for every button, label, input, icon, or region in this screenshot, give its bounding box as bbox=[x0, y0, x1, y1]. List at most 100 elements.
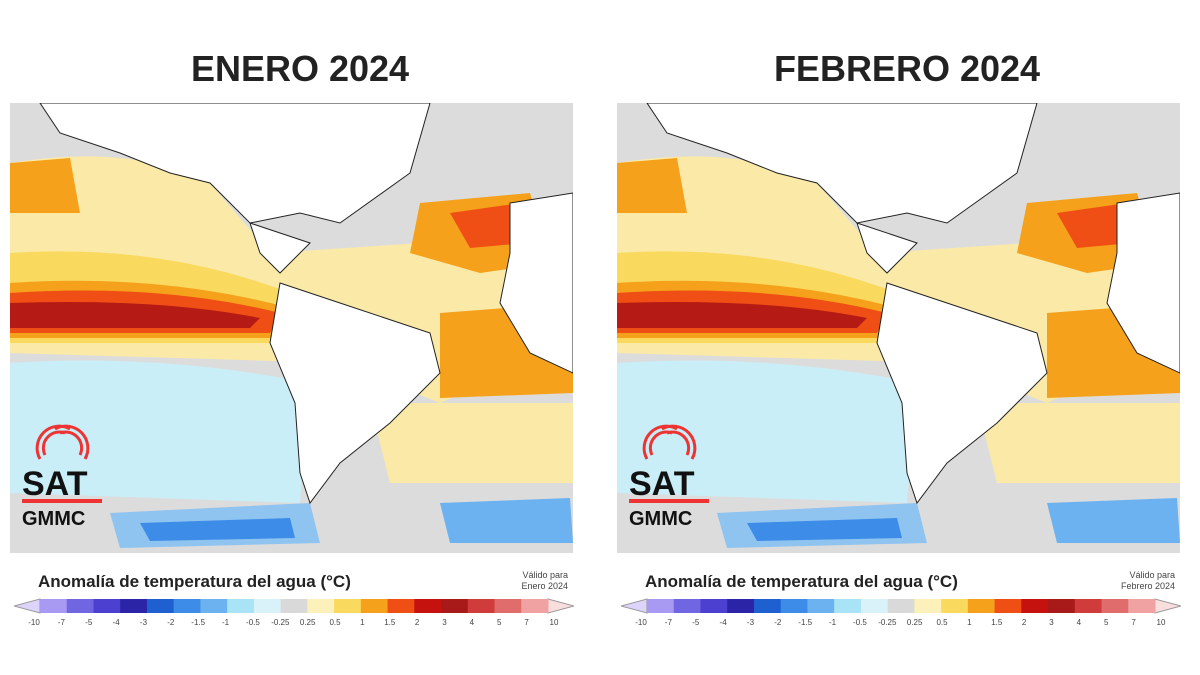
scale-tick-label: -4 bbox=[719, 618, 727, 627]
scale-bin bbox=[227, 599, 255, 613]
scale-tick-label: -4 bbox=[112, 618, 120, 627]
scale-tick-label: -0.25 bbox=[271, 618, 290, 627]
scale-bin bbox=[1074, 599, 1103, 613]
valid-label-text: Válido para bbox=[522, 570, 568, 580]
scale-bin bbox=[200, 599, 228, 613]
scale-bin bbox=[173, 599, 201, 613]
scale-tick-label: 3 bbox=[1049, 618, 1054, 627]
valid-period: Enero 2024 bbox=[521, 581, 568, 591]
scale-bin bbox=[360, 599, 389, 613]
scale-tick-label: -10 bbox=[28, 618, 40, 627]
panel-title: ENERO 2024 bbox=[190, 48, 410, 89]
scale-bin bbox=[914, 599, 942, 613]
scale-bin bbox=[807, 599, 835, 613]
scale-tick-label: 7 bbox=[1131, 618, 1136, 627]
scale-bin bbox=[753, 599, 782, 613]
scale-tick-label: -7 bbox=[57, 618, 65, 627]
scale-arrow-high bbox=[1154, 598, 1181, 614]
scale-bin bbox=[727, 599, 755, 613]
scale-bin bbox=[834, 599, 862, 613]
scale-tick-label: 0.25 bbox=[906, 618, 923, 627]
scale-bin bbox=[860, 599, 889, 613]
scale-bin bbox=[521, 599, 549, 613]
scale-bin bbox=[700, 599, 728, 613]
scale-tick-label: -1.5 bbox=[191, 618, 206, 627]
scale-tick-label: 4 bbox=[1076, 618, 1082, 627]
scale-tick-label: 2 bbox=[1021, 618, 1027, 627]
color-scale-bar bbox=[621, 598, 1181, 614]
scale-bin bbox=[387, 599, 415, 613]
scale-bin bbox=[647, 599, 675, 613]
scale-tick-label: -0.5 bbox=[853, 618, 867, 627]
scale-bin bbox=[994, 599, 1022, 613]
scale-bin bbox=[307, 599, 335, 613]
scale-tick-label: -3 bbox=[746, 618, 755, 627]
scale-bin bbox=[120, 599, 148, 613]
color-scale-ticks: -10 -7 -5 -4 -3 -2 -1.5 -1 -0.5 -0.25 0.25 0.5 1 1.5 2… bbox=[28, 618, 558, 630]
scale-bin bbox=[146, 599, 175, 613]
legend-title: Anomalía de temperatura del agua (°C) bbox=[645, 572, 958, 591]
scale-tick-label: 5 bbox=[497, 618, 502, 627]
panel-enero: ENERO 2024 Anomalía de temperatura del a… bbox=[10, 48, 574, 630]
scale-bin bbox=[673, 599, 701, 613]
scale-arrow-high bbox=[547, 598, 574, 614]
sst-anomaly-map bbox=[10, 103, 573, 553]
scale-bin bbox=[1048, 599, 1076, 613]
scale-tick-label: -10 bbox=[635, 618, 647, 627]
color-scale-bar bbox=[14, 598, 574, 614]
valid-label: Válido para Febrero 2024 bbox=[1095, 570, 1175, 592]
valid-label: Válido para Enero 2024 bbox=[488, 570, 568, 592]
scale-tick-label: -1.5 bbox=[798, 618, 813, 627]
panel-title: FEBRERO 2024 bbox=[773, 48, 1041, 89]
scale-tick-label: -0.25 bbox=[878, 618, 897, 627]
scale-tick-label: -1 bbox=[829, 618, 837, 627]
scale-bin bbox=[93, 599, 121, 613]
scale-tick-label: -7 bbox=[664, 618, 672, 627]
scale-tick-label: 10 bbox=[549, 618, 559, 627]
scale-tick-label: 10 bbox=[1156, 618, 1166, 627]
scale-tick-label: 1.5 bbox=[991, 618, 1003, 627]
scale-tick-label: 4 bbox=[469, 618, 475, 627]
scale-bin bbox=[494, 599, 522, 613]
scale-bin bbox=[887, 599, 915, 613]
scale-bin bbox=[967, 599, 996, 613]
color-scale-ticks: -10 -7 -5 -4 -3 -2 -1.5 -1 -0.5 -0.25 0.25 0.5 1 1.5 2… bbox=[635, 618, 1165, 630]
scale-bin bbox=[334, 599, 362, 613]
scale-arrow-low bbox=[621, 598, 648, 614]
scale-bin bbox=[441, 599, 469, 613]
scale-tick-label: 1 bbox=[967, 618, 972, 627]
scale-tick-label: -5 bbox=[85, 618, 93, 627]
scale-tick-label: -1 bbox=[222, 618, 230, 627]
scale-tick-label: 0.25 bbox=[299, 618, 316, 627]
scale-bin bbox=[1021, 599, 1049, 613]
legend-title: Anomalía de temperatura del agua (°C) bbox=[38, 572, 351, 591]
scale-tick-label: -0.5 bbox=[246, 618, 260, 627]
scale-tick-label: -5 bbox=[692, 618, 700, 627]
scale-tick-label: 5 bbox=[1104, 618, 1109, 627]
scale-tick-label: 1 bbox=[360, 618, 365, 627]
scale-tick-label: 0.5 bbox=[329, 618, 341, 627]
scale-bin bbox=[253, 599, 282, 613]
scale-tick-label: 7 bbox=[524, 618, 529, 627]
scale-arrow-low bbox=[14, 598, 41, 614]
scale-bin bbox=[941, 599, 969, 613]
valid-label-text: Válido para bbox=[1129, 570, 1175, 580]
scale-bin bbox=[1128, 599, 1156, 613]
scale-bin bbox=[414, 599, 442, 613]
scale-tick-label: 3 bbox=[442, 618, 447, 627]
scale-bin bbox=[467, 599, 496, 613]
sst-anomaly-map bbox=[617, 103, 1180, 553]
scale-bin bbox=[66, 599, 94, 613]
panel-febrero: FEBRERO 2024 Anomalía de temperatura del… bbox=[607, 0, 1200, 675]
scale-bin bbox=[40, 599, 68, 613]
scale-bin bbox=[280, 599, 308, 613]
scale-tick-label: -2 bbox=[167, 618, 175, 627]
scale-tick-label: 0.5 bbox=[936, 618, 948, 627]
scale-bin bbox=[780, 599, 808, 613]
scale-tick-label: -3 bbox=[139, 618, 148, 627]
scale-tick-label: 2 bbox=[414, 618, 420, 627]
scale-tick-label: -2 bbox=[774, 618, 782, 627]
scale-bin bbox=[1101, 599, 1129, 613]
valid-period: Febrero 2024 bbox=[1120, 581, 1175, 591]
scale-tick-label: 1.5 bbox=[384, 618, 396, 627]
